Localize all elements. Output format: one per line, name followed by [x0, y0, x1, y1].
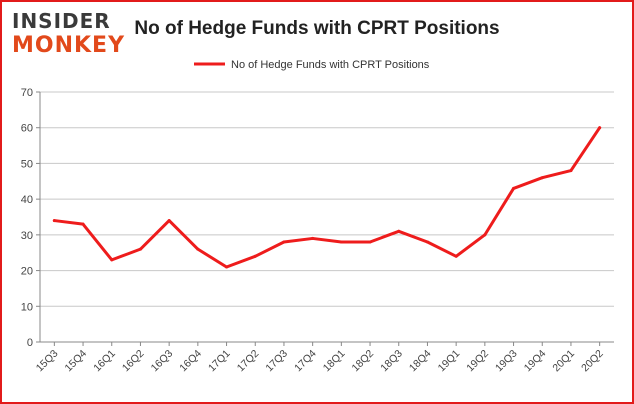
legend-label: No of Hedge Funds with CPRT Positions: [231, 59, 430, 71]
series-line-0: [52, 126, 602, 269]
x-tick-label: 18Q2: [350, 348, 377, 375]
series-layer: [52, 126, 602, 269]
data-point: [253, 254, 257, 258]
data-point: [598, 126, 602, 130]
data-point: [311, 236, 315, 240]
x-tick-label: 15Q3: [34, 348, 61, 375]
x-tick-label: 20Q2: [579, 348, 606, 375]
x-tick-label: 18Q3: [378, 348, 405, 375]
x-tick-label: 16Q4: [177, 348, 204, 375]
x-tick-label: 17Q3: [263, 348, 290, 375]
data-point: [196, 247, 200, 251]
x-tick-label: 19Q1: [436, 348, 463, 375]
data-point: [339, 240, 343, 244]
data-point: [454, 254, 458, 258]
data-point: [569, 169, 573, 173]
data-point: [425, 240, 429, 244]
x-tick-label: 20Q1: [550, 348, 577, 375]
x-tick-label: 16Q1: [91, 348, 118, 375]
x-tick-label: 17Q2: [235, 348, 262, 375]
data-point: [512, 186, 516, 190]
y-tick-labels: 0 10 20 30 40 50 60 70: [21, 87, 33, 349]
x-tick-label: 17Q4: [292, 348, 319, 375]
data-point: [81, 222, 85, 226]
data-point: [138, 247, 142, 251]
logo-line-1: INSIDER: [12, 9, 111, 33]
x-tick-label: 16Q2: [120, 348, 147, 375]
y-tick-label: 0: [27, 337, 33, 349]
axes: [39, 92, 614, 343]
y-tick-label: 60: [21, 123, 33, 135]
insider-monkey-logo: INSIDER MONKEY: [12, 9, 125, 58]
x-tick-labels: 15Q3 15Q4 16Q1 16Q2 16Q3 16Q4 17Q1 17Q2 17Q3 17Q4…: [34, 342, 606, 374]
x-tick-label: 19Q3: [493, 348, 520, 375]
data-point: [483, 233, 487, 237]
data-point: [368, 240, 372, 244]
x-tick-label: 18Q4: [407, 348, 434, 375]
y-tick-label: 30: [21, 230, 33, 242]
y-tick-label: 10: [21, 301, 33, 313]
logo-line-2: MONKEY: [12, 33, 125, 58]
y-tick-label: 50: [21, 158, 33, 170]
y-tick-label: 70: [21, 87, 33, 99]
y-tick-label: 40: [21, 194, 33, 206]
grid-lines: [36, 91, 614, 343]
data-point: [540, 176, 544, 180]
x-tick-label: 16Q3: [149, 348, 176, 375]
x-tick-label: 19Q2: [464, 348, 491, 375]
chart-title: No of Hedge Funds with CPRT Positions: [134, 18, 499, 39]
data-point: [52, 219, 56, 223]
data-point: [282, 240, 286, 244]
x-tick-label: 15Q4: [63, 348, 90, 375]
x-tick-label: 18Q1: [321, 348, 348, 375]
y-tick-label: 20: [21, 266, 33, 278]
x-tick-label: 17Q1: [206, 348, 233, 375]
chart-legend: No of Hedge Funds with CPRT Positions: [194, 59, 430, 71]
data-point: [225, 265, 229, 269]
data-point: [110, 258, 114, 262]
x-tick-label: 19Q4: [522, 348, 549, 375]
data-point: [167, 219, 171, 223]
data-point: [397, 229, 401, 233]
